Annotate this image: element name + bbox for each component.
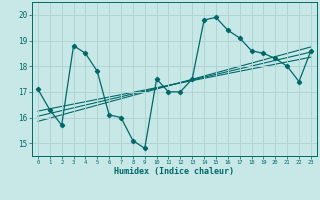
X-axis label: Humidex (Indice chaleur): Humidex (Indice chaleur) (115, 167, 234, 176)
